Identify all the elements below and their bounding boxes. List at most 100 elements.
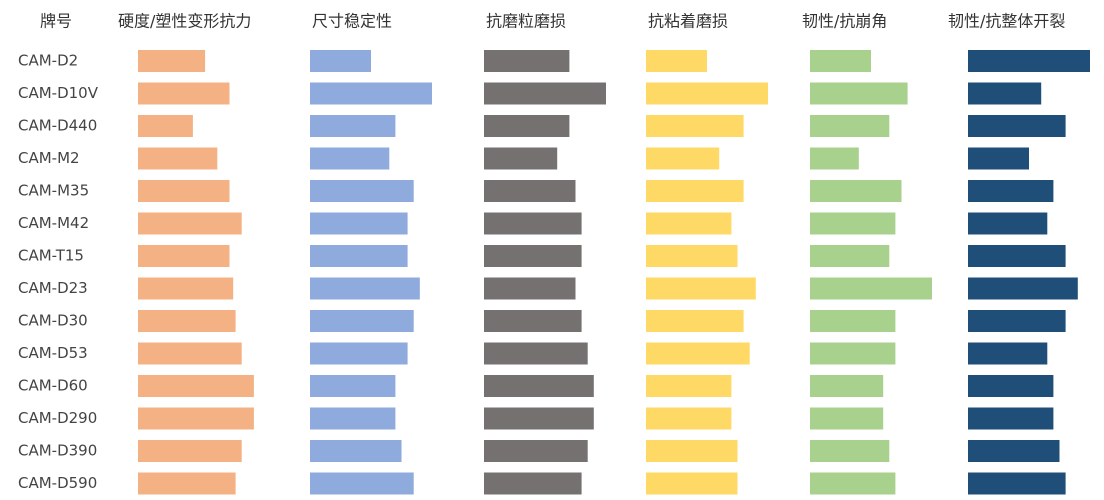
bar (810, 147, 859, 170)
bar (310, 50, 371, 72)
bar (646, 115, 744, 137)
bar (810, 245, 890, 267)
bar (968, 82, 1042, 105)
bar (138, 50, 206, 72)
bar (310, 245, 408, 267)
bar (484, 407, 594, 430)
bar (810, 277, 932, 300)
bar (484, 115, 570, 137)
bar (968, 342, 1048, 365)
bar (646, 472, 738, 495)
bar (138, 115, 193, 137)
bar (484, 147, 558, 170)
bar (646, 277, 756, 300)
category-label: CAM-D53 (18, 344, 88, 362)
bar (138, 310, 236, 332)
bar (484, 310, 582, 332)
bar (310, 310, 414, 332)
category-label: CAM-D390 (18, 442, 97, 460)
bar (138, 440, 242, 462)
category-label: CAM-D590 (18, 474, 97, 492)
bar (646, 180, 744, 202)
bar (646, 375, 732, 397)
bar (810, 472, 896, 495)
bar (310, 375, 396, 397)
bar (484, 245, 582, 267)
bar (968, 50, 1090, 72)
series-header: 尺寸稳定性 (312, 12, 392, 31)
bar (484, 342, 588, 365)
bar (968, 375, 1054, 397)
bar (310, 440, 402, 462)
category-header: 牌号 (40, 12, 72, 31)
bar (968, 147, 1029, 170)
bar (484, 277, 576, 300)
bar (968, 212, 1048, 235)
bar (310, 115, 396, 137)
bar (968, 440, 1060, 462)
bar (138, 212, 242, 235)
bar (310, 147, 390, 170)
bar (310, 180, 414, 202)
category-label: CAM-M42 (18, 214, 89, 232)
series-header: 抗磨粒磨损 (486, 12, 566, 31)
bar (810, 375, 884, 397)
bar (968, 180, 1054, 202)
bar (810, 115, 890, 137)
bar (810, 342, 896, 365)
bar (310, 342, 408, 365)
bar (646, 440, 738, 462)
bar (310, 407, 396, 430)
category-label: CAM-D440 (18, 117, 97, 135)
bar (484, 180, 576, 202)
bar (138, 342, 242, 365)
bar (484, 82, 606, 105)
series-header: 硬度/塑性变形抗力 (118, 12, 251, 31)
bar (138, 82, 230, 105)
bar (810, 50, 871, 72)
category-label: CAM-D290 (18, 409, 97, 427)
bar (484, 440, 588, 462)
category-label: CAM-D23 (18, 279, 88, 297)
category-label: CAM-D10V (18, 84, 99, 102)
series-header: 抗粘着磨损 (648, 12, 728, 31)
bar (810, 82, 908, 105)
bar (646, 245, 738, 267)
category-label: CAM-T15 (18, 247, 84, 265)
bar (968, 310, 1066, 332)
bar (138, 277, 234, 300)
category-label: CAM-M35 (18, 182, 89, 200)
bar (138, 407, 254, 430)
bar (646, 342, 750, 365)
bar (310, 277, 420, 300)
bar (138, 375, 254, 397)
bar (810, 440, 890, 462)
bar (484, 212, 582, 235)
bar (968, 277, 1078, 300)
bar (138, 147, 218, 170)
bar (968, 407, 1054, 430)
series-header: 韧性/抗整体开裂 (948, 12, 1065, 31)
bar (810, 310, 896, 332)
bar (968, 115, 1066, 137)
bar (646, 50, 707, 72)
bar (968, 472, 1066, 495)
bar (310, 212, 408, 235)
bar (646, 310, 744, 332)
bar (810, 407, 884, 430)
bar (646, 407, 732, 430)
bar (810, 180, 902, 202)
bar (310, 472, 414, 495)
bar (646, 147, 720, 170)
bar (310, 82, 432, 105)
category-label: CAM-M2 (18, 149, 80, 167)
bar (968, 245, 1066, 267)
bar (646, 82, 768, 105)
bar (484, 50, 570, 72)
bar (138, 245, 230, 267)
category-label: CAM-D2 (18, 52, 78, 70)
bar (646, 212, 732, 235)
category-label: CAM-D60 (18, 377, 88, 395)
category-label: CAM-D30 (18, 312, 88, 330)
